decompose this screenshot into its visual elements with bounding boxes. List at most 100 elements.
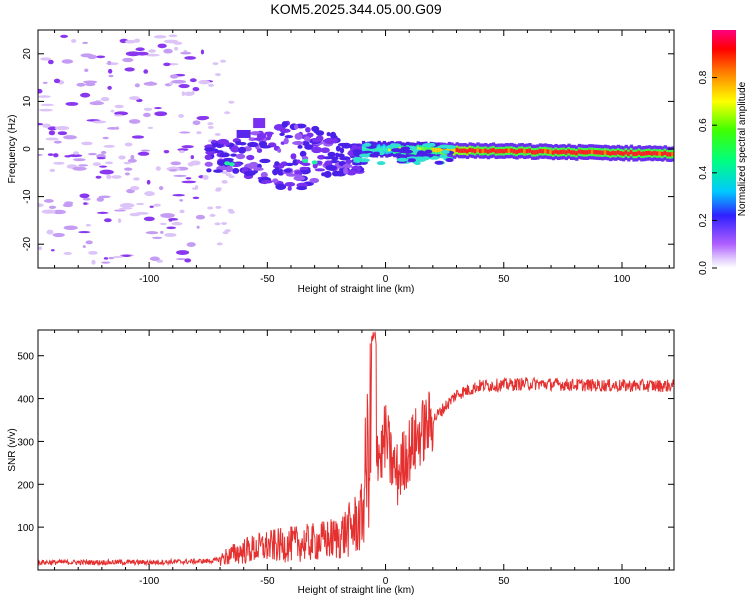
snr-ytick-label: 100 — [17, 523, 34, 534]
onset-blob — [323, 170, 332, 178]
signal-core — [478, 148, 483, 154]
signal-core — [361, 146, 366, 151]
colorbar-ticks: 0.0 0.2 0.4 0.6 0.8 — [698, 70, 717, 275]
signal-core — [387, 147, 392, 152]
noise-blob — [110, 109, 115, 113]
snr-xtick-label: -100 — [139, 576, 159, 587]
signal-core — [530, 150, 535, 155]
noise-blob — [169, 74, 179, 79]
noise-blob — [216, 242, 223, 246]
onset-blob — [321, 172, 326, 177]
noise-blob — [40, 103, 54, 107]
onset-blob — [294, 133, 303, 140]
noise-blob — [149, 256, 160, 261]
noise-blob — [154, 111, 168, 117]
signal-core — [551, 150, 556, 155]
noise-blob — [214, 222, 221, 226]
noise-blob — [148, 49, 156, 53]
onset-blob — [277, 148, 282, 153]
onset-blob — [248, 161, 259, 169]
noise-blob — [102, 136, 109, 140]
noise-blob — [147, 126, 154, 129]
snr-xtick-label: -50 — [260, 576, 275, 587]
signal-core — [484, 148, 488, 153]
onset-blob — [230, 146, 240, 153]
noise-blob — [82, 41, 89, 45]
onset-blob — [345, 159, 352, 165]
noise-blob — [135, 47, 145, 52]
noise-blob — [179, 131, 191, 134]
noise-blob — [38, 108, 53, 112]
noise-blob — [186, 242, 196, 247]
noise-blob — [92, 162, 101, 167]
noise-blob — [123, 161, 132, 165]
spectrogram-xtick-label: -50 — [260, 274, 275, 285]
noise-blob — [85, 223, 91, 227]
onset-blob — [339, 147, 345, 154]
noise-blob — [137, 151, 150, 156]
onset-blob — [311, 137, 322, 143]
signal-core — [452, 149, 457, 154]
signal-core — [642, 151, 647, 156]
noise-blob — [78, 164, 89, 167]
noise-blob — [220, 59, 227, 63]
signal-core — [372, 147, 376, 152]
onset-blob — [272, 169, 278, 175]
onset-blob — [346, 169, 357, 176]
onset-blob — [259, 158, 271, 164]
noise-blob — [144, 191, 155, 197]
signal-core — [536, 149, 540, 155]
noise-blob — [98, 195, 111, 199]
noise-blob — [215, 188, 222, 192]
onset-blob — [281, 120, 289, 128]
noise-blob — [65, 101, 79, 106]
onset-blob — [296, 186, 308, 191]
noise-blob — [43, 199, 54, 203]
signal-core — [616, 150, 621, 155]
noise-blob — [145, 231, 159, 235]
noise-blob — [135, 51, 149, 56]
signal-core — [499, 148, 504, 154]
noise-blob — [181, 145, 194, 149]
signal-core — [507, 148, 511, 153]
onset-blob — [222, 157, 234, 162]
noise-blob — [135, 211, 149, 215]
noise-blob — [192, 196, 200, 200]
noise-blob — [228, 175, 235, 179]
signal-speck — [363, 142, 372, 147]
spectrogram-xtick-label: 0 — [383, 274, 389, 285]
signal-core — [364, 147, 368, 152]
onset-blob — [236, 129, 251, 138]
noise-blob — [124, 142, 133, 147]
noise-blob — [189, 78, 197, 83]
noise-blob — [71, 39, 77, 43]
onset-blob — [256, 133, 267, 139]
signal-core — [556, 150, 561, 155]
snr-xtick-label: 0 — [383, 576, 389, 587]
noise-blob — [107, 60, 112, 66]
noise-blob — [177, 148, 189, 151]
signal-core — [575, 151, 579, 156]
signal-core — [585, 150, 589, 155]
noise-blob — [127, 158, 137, 163]
onset-blob — [235, 153, 246, 160]
onset-blob — [336, 153, 345, 158]
onset-blob — [325, 164, 338, 171]
noise-blob — [159, 222, 167, 226]
noise-blob — [185, 177, 192, 180]
noise-blob — [228, 100, 235, 104]
snr-xtick-label: 50 — [498, 576, 510, 587]
onset-peak — [224, 161, 231, 166]
noise-blob — [153, 35, 167, 39]
onset-blob — [232, 167, 240, 174]
noise-blob — [181, 180, 197, 184]
noise-blob — [163, 149, 170, 154]
noise-blob — [128, 119, 141, 124]
noise-blob — [76, 82, 86, 87]
signal-core — [666, 152, 670, 157]
noise-blob — [131, 135, 145, 139]
onset-blob — [230, 153, 237, 157]
signal-core — [465, 149, 470, 154]
noise-blob — [207, 206, 214, 210]
noise-blob — [168, 34, 178, 38]
